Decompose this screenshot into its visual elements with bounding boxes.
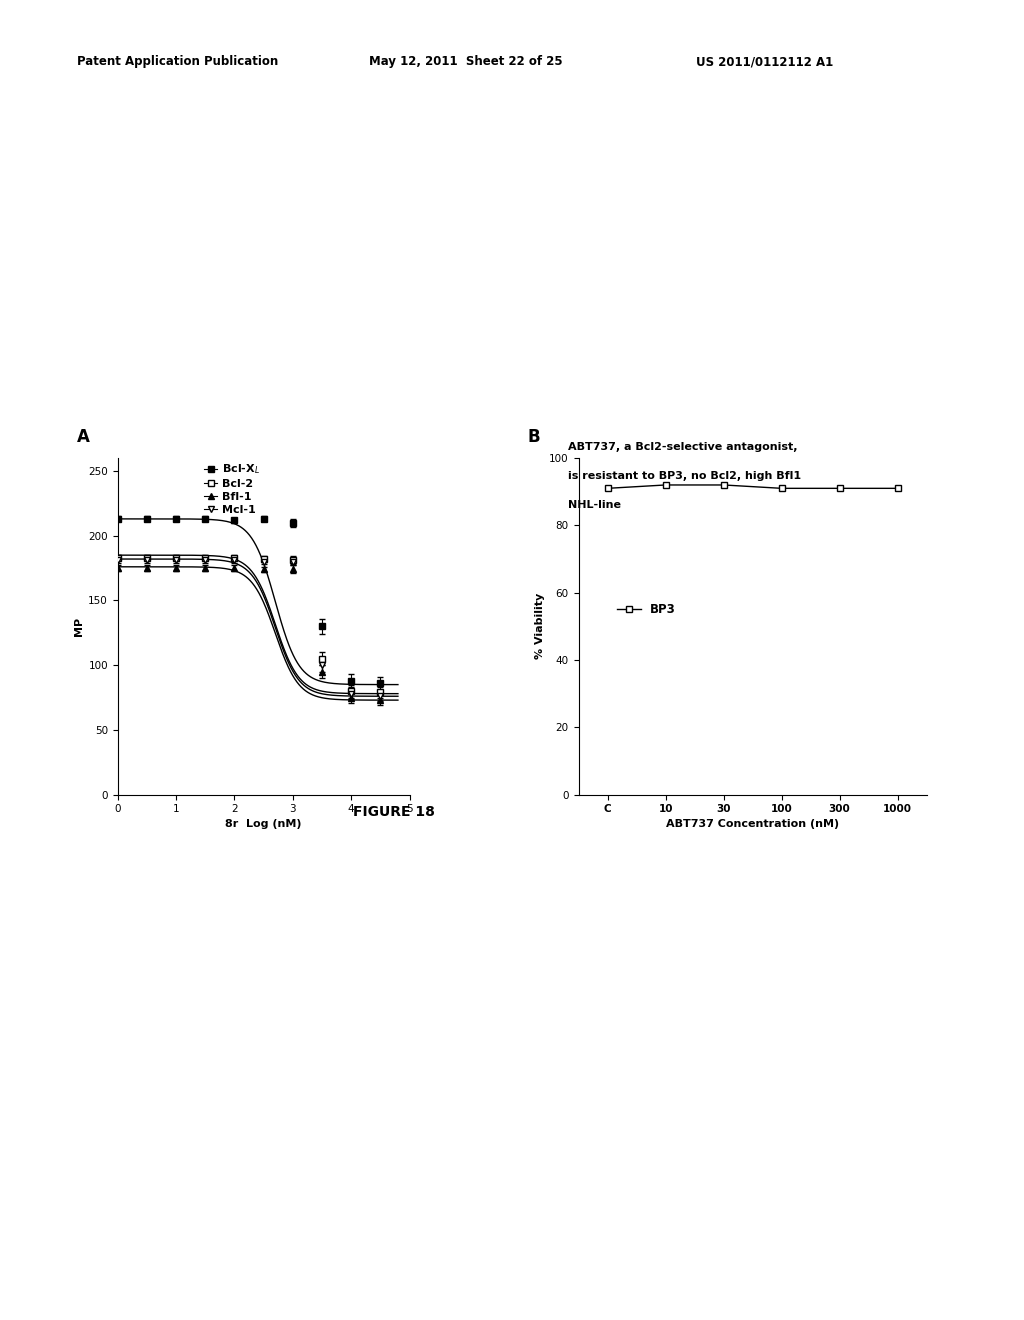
- Legend: BP3: BP3: [612, 598, 681, 620]
- Text: NHL-line: NHL-line: [568, 500, 622, 511]
- Text: A: A: [77, 428, 90, 446]
- X-axis label: ABT737 Concentration (nM): ABT737 Concentration (nM): [666, 818, 840, 829]
- Y-axis label: % Viability: % Viability: [536, 593, 545, 660]
- Text: is resistant to BP3, no Bcl2, high Bfl1: is resistant to BP3, no Bcl2, high Bfl1: [568, 471, 802, 482]
- Legend: Bcl-X$_L$, Bcl-2, Bfl-1, Mcl-1: Bcl-X$_L$, Bcl-2, Bfl-1, Mcl-1: [200, 458, 264, 519]
- Text: May 12, 2011  Sheet 22 of 25: May 12, 2011 Sheet 22 of 25: [369, 55, 562, 69]
- Text: ABT737, a Bcl2-selective antagonist,: ABT737, a Bcl2-selective antagonist,: [568, 442, 798, 453]
- Text: FIGURE 18: FIGURE 18: [353, 805, 435, 818]
- Text: US 2011/0112112 A1: US 2011/0112112 A1: [696, 55, 834, 69]
- Text: Patent Application Publication: Patent Application Publication: [77, 55, 279, 69]
- Y-axis label: MP: MP: [74, 616, 84, 636]
- X-axis label: 8r  Log (nM): 8r Log (nM): [225, 818, 302, 829]
- Text: B: B: [527, 428, 540, 446]
